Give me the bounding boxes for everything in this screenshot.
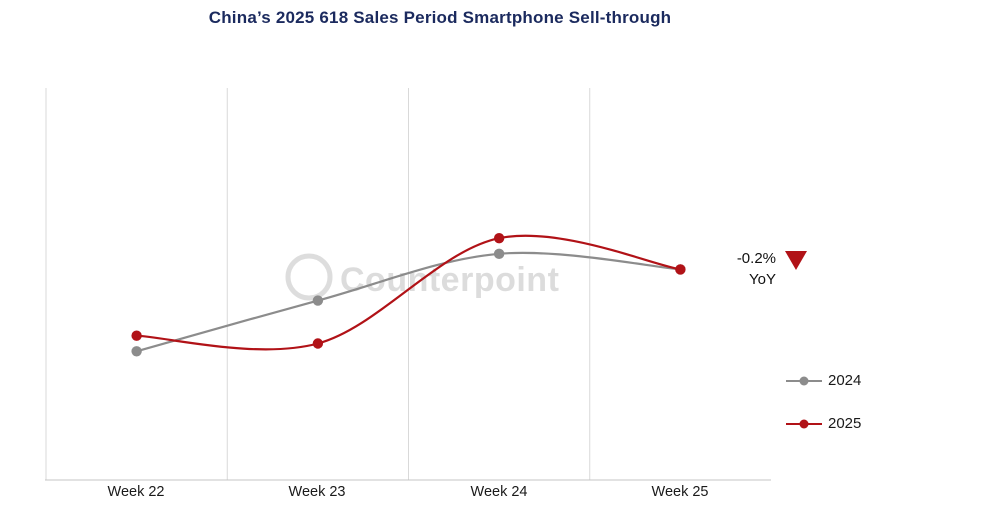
chart-title: China’s 2025 618 Sales Period Smartphone… <box>208 8 672 27</box>
watermark-logo-icon <box>285 253 333 301</box>
series-point-2025-week22 <box>131 330 142 341</box>
legend-dot-2024-icon <box>799 376 809 385</box>
legend-item-2025: 2025 <box>786 414 861 433</box>
yoy-annotation-text: -0.2% YoY <box>700 248 776 290</box>
series-point-2024-week24 <box>493 248 505 259</box>
watermark-text: Counterpoint <box>340 261 559 299</box>
x-axis-label-week24: Week 24 <box>470 484 528 500</box>
legend-item-2024: 2024 <box>786 371 861 390</box>
legend-dot-2025-icon <box>799 419 809 428</box>
series-point-2025-week24 <box>493 233 505 244</box>
series-line-2024 <box>135 251 682 353</box>
legend-marker-2024-icon <box>786 376 822 385</box>
series-line-2025 <box>135 234 682 351</box>
series-point-2025-week25 <box>675 264 686 275</box>
x-axis-label-week25: Week 25 <box>651 484 709 500</box>
yoy-annotation: -0.2% YoY <box>700 248 807 290</box>
legend-label-2024: 2024 <box>828 372 862 389</box>
legend-marker-2025-icon <box>786 419 822 428</box>
legend: 2024 2025 <box>786 371 861 457</box>
down-triangle-icon <box>785 251 807 270</box>
yoy-value: -0.2% <box>736 250 776 267</box>
x-axis-label-week22: Week 22 <box>107 484 165 500</box>
x-axis-label-week23: Week 23 <box>288 484 346 500</box>
yoy-label: YoY <box>749 271 776 288</box>
legend-label-2025: 2025 <box>828 415 862 432</box>
series-point-2025-week23 <box>312 338 324 349</box>
series-point-2024-week22 <box>131 346 142 357</box>
series-point-2024-week23 <box>312 295 324 306</box>
